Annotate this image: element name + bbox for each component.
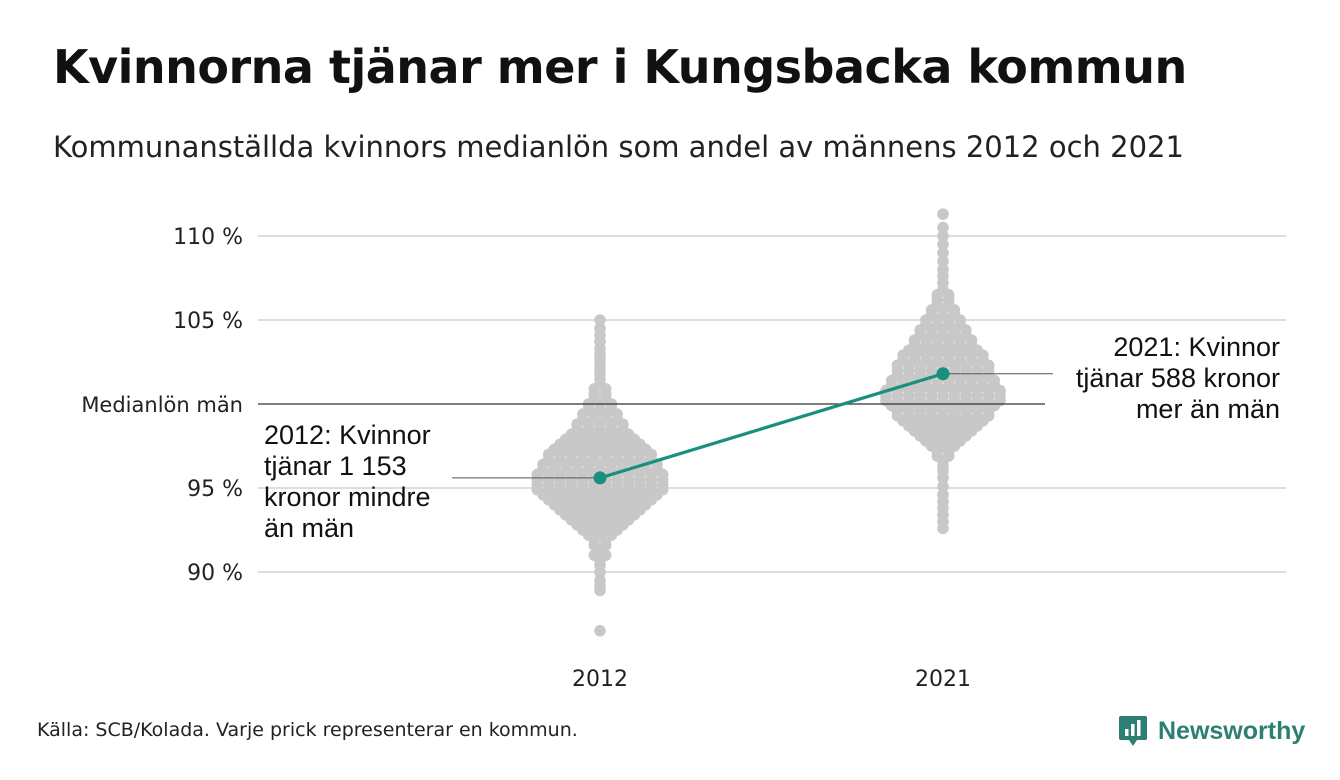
highlight-point-2012 [593, 471, 607, 485]
annotation-2021-line: mer än män [1136, 394, 1280, 424]
highlight-connector [599, 372, 944, 480]
data-dot [937, 488, 949, 501]
data-dot [937, 230, 949, 242]
y-tick-label: 110 % [173, 225, 243, 250]
y-tick-label: 90 % [187, 561, 243, 586]
dot-swarm [531, 208, 1006, 637]
data-dot [594, 625, 606, 637]
highlight-point-2021 [936, 367, 950, 381]
data-dot [594, 322, 606, 335]
data-dot [937, 208, 949, 220]
y-tick-label: 95 % [187, 477, 243, 502]
chart-title: Kvinnorna tjänar mer i Kungsbacka kommun [53, 40, 1187, 94]
data-dot [937, 221, 949, 234]
highlight-series [593, 367, 950, 485]
source-note: Källa: SCB/Kolada. Varje prick represent… [37, 719, 578, 741]
data-dot [594, 314, 606, 326]
brand-logo: Newsworthy [1118, 714, 1305, 748]
data-dot [937, 480, 949, 493]
data-dot [937, 247, 949, 259]
brand-name: Newsworthy [1158, 716, 1306, 745]
newsworthy-logo-icon [1119, 716, 1147, 746]
data-dot [937, 263, 949, 276]
x-tick-label: 2021 [915, 667, 971, 692]
grid-lines [258, 235, 1286, 573]
x-axis: 2012 2021 [572, 667, 971, 692]
annotation-2021-line: tjänar 588 kronor [1076, 363, 1280, 393]
x-tick-label: 2012 [572, 667, 628, 692]
data-dot [937, 238, 949, 251]
annotation-2012-line: kronor mindre [264, 482, 431, 512]
annotation-2012-line: än män [264, 513, 354, 543]
annotation-2012-line: tjänar 1 153 [264, 451, 407, 481]
annotation-2021-line: 2021: Kvinnor [1113, 332, 1280, 362]
data-dot [594, 574, 606, 587]
y-axis: 90 % 95 % Medianlön män 105 % 110 % [81, 225, 243, 586]
annotation-2012-line: 2012: Kvinnor [264, 420, 431, 450]
y-tick-label: 105 % [173, 309, 243, 334]
chart-subtitle: Kommunanställda kvinnors medianlön som a… [53, 130, 1184, 164]
data-dot [937, 255, 949, 267]
y-tick-label: Medianlön män [81, 393, 243, 417]
